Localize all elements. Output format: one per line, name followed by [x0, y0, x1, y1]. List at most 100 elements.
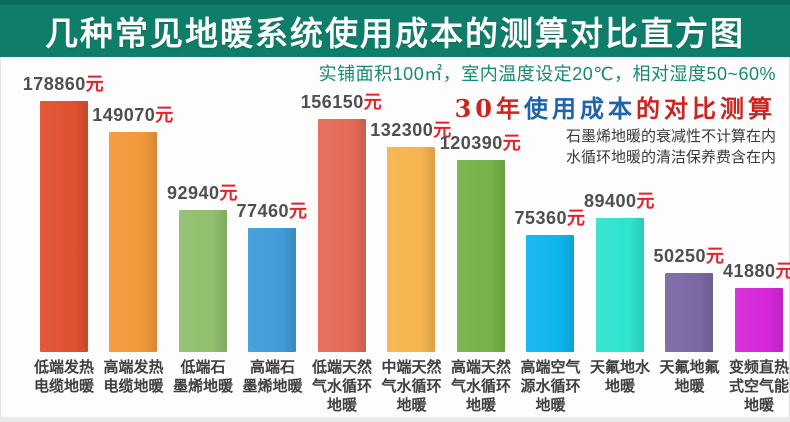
- bar-value-number: 132300: [370, 120, 434, 140]
- bar-category-line: 墨烯地暖: [242, 378, 303, 395]
- bar-value-label: 50250元: [653, 242, 724, 268]
- bar-column: 89400元: [584, 187, 655, 352]
- bar-category-line: 源水循环: [520, 378, 581, 395]
- headline-segment: 30年: [454, 94, 524, 123]
- bar-value-unit: 元: [775, 261, 790, 281]
- bar-value-unit: 元: [636, 191, 656, 211]
- bar-category-line: 电缆地暖: [33, 378, 94, 395]
- bar: [456, 160, 505, 352]
- bar-value-number: 41880: [722, 261, 776, 281]
- bar-category-label: 低端石 墨烯地暖: [168, 358, 238, 396]
- bar-category-line: 地暖: [674, 378, 705, 395]
- bar-value-unit: 元: [363, 92, 383, 112]
- bar-value-unit: 元: [706, 246, 725, 266]
- bar-category-label: 变频直热式空气能地暖: [724, 358, 790, 415]
- bar: [595, 218, 644, 352]
- headline-segment: 使用成本: [524, 94, 636, 123]
- bar-category-line: 低端发热: [33, 359, 94, 376]
- bar-column: 132300元: [370, 116, 451, 352]
- bar-value-label: 132300元: [370, 116, 452, 142]
- bar-value-unit: 元: [567, 208, 586, 228]
- bar-value-number: 89400: [583, 191, 637, 211]
- bar-category-line: 墨烯地暖: [172, 378, 233, 395]
- bar-value-label: 75360元: [514, 204, 585, 230]
- bar: [39, 101, 88, 352]
- bar-category-line: 气水循环: [450, 378, 511, 395]
- bar-category-line: 高端天然: [450, 359, 511, 376]
- bar-category-line: 式空气能: [728, 378, 789, 395]
- headline-segment: 的对比测算: [636, 94, 776, 123]
- bar: [665, 273, 713, 352]
- bar-column: 50250元: [653, 242, 724, 352]
- bar-value-label: 77460元: [236, 197, 307, 223]
- bar-category-line: 气水循环: [311, 378, 372, 395]
- bar-value-label: 156150元: [301, 88, 383, 114]
- bar-value-unit: 元: [289, 201, 308, 221]
- bar-category-line: 低端天然: [311, 359, 372, 376]
- headline: 30年使用成本的对比测算: [319, 89, 776, 124]
- bar-category-label: 天氟地水 地暖: [585, 358, 655, 396]
- bar-value-label: 89400元: [584, 187, 655, 213]
- bar-category-line: 气水循环: [381, 378, 442, 395]
- bar-value-label: 92940元: [167, 179, 238, 205]
- bar-value-label: 120390元: [440, 129, 522, 155]
- bar-column: 156150元: [301, 88, 382, 352]
- bar-value-unit: 元: [502, 133, 522, 153]
- bar-column: 149070元: [92, 101, 173, 352]
- bar-value-number: 75360: [514, 208, 568, 228]
- bar-category-line: 电缆地暖: [103, 378, 164, 395]
- bar-value-unit: 元: [219, 183, 239, 203]
- title-banner: 几种常见地暖系统使用成本的测算对比直方图: [0, 0, 790, 57]
- notes: 石墨烯地暖的衰减性不计算在内 水循环地暖的清洁保养费含在内: [319, 126, 776, 168]
- bar: [526, 235, 574, 352]
- bar-value-unit: 元: [85, 74, 105, 94]
- bar-value-number: 92940: [166, 183, 220, 203]
- bar-category-label: 高端天然气水循环地暖: [446, 358, 516, 415]
- conditions-text: 实铺面积100㎡，室内温度设定20℃，相对湿度50~60%: [318, 64, 776, 84]
- bar-value-number: 178860: [22, 74, 86, 94]
- bottom-strip: [0, 417, 790, 422]
- bar-category-label: 低端发热 电缆地暖: [29, 358, 99, 396]
- bar-value-label: 149070元: [92, 101, 174, 127]
- bar: [317, 119, 366, 352]
- bar-value-unit: 元: [155, 105, 174, 125]
- bar-category-line: 地暖: [743, 397, 774, 414]
- bar-value-label: 41880元: [723, 257, 790, 283]
- page-title: 几种常见地暖系统使用成本的测算对比直方图: [45, 15, 745, 52]
- bar-category-line: 天氟地水: [589, 359, 650, 376]
- bar: [178, 210, 227, 352]
- bar-category-line: 地暖: [465, 397, 496, 414]
- bar-category-line: 地暖: [396, 397, 427, 414]
- bar-value-number: 50250: [653, 246, 707, 266]
- bar-category-label: 低端天然 气水循环 地暖: [307, 358, 377, 415]
- bar-category-line: 高端发热: [103, 359, 164, 376]
- note-line: 水循环地暖的清洁保养费含在内: [565, 149, 776, 166]
- bar: [248, 228, 296, 352]
- bar-column: 120390元: [440, 129, 521, 352]
- bar-category-line: 低端石: [180, 359, 226, 376]
- bar-category-label: 天氟地氟 地暖: [655, 358, 725, 396]
- bar-column: 75360元: [514, 204, 585, 352]
- bar-category-line: 高端石: [249, 359, 295, 376]
- bar-category-line: 中端天然: [381, 359, 442, 376]
- bar-category-label: 高端空气 源水循环 地暖: [516, 358, 586, 415]
- bar-category-label: 高端石 墨烯地暖: [238, 358, 308, 396]
- bar-value-label: 178860元: [23, 70, 105, 96]
- bar-value-number: 120390: [439, 133, 503, 153]
- bar-category-line: 变频直热: [728, 359, 789, 376]
- bar-value-number: 149070: [92, 105, 156, 125]
- bar-column: 41880元: [723, 257, 790, 352]
- bar-column: 92940元: [167, 179, 238, 352]
- note-line: 石墨烯地暖的衰减性不计算在内: [565, 128, 776, 145]
- bar-category-line: 天氟地氟: [659, 359, 720, 376]
- bar-category-line: 高端空气: [520, 359, 581, 376]
- bar-category-label: 高端发热 电缆地暖: [99, 358, 169, 396]
- bar-value-number: 77460: [236, 201, 290, 221]
- bar: [109, 132, 157, 352]
- bar: [387, 147, 435, 352]
- subtitle-block: 实铺面积100㎡，室内温度设定20℃，相对湿度50~60% 30年使用成本的对比…: [319, 60, 776, 168]
- bar-value-unit: 元: [433, 120, 452, 140]
- bar-value-number: 156150: [300, 92, 364, 112]
